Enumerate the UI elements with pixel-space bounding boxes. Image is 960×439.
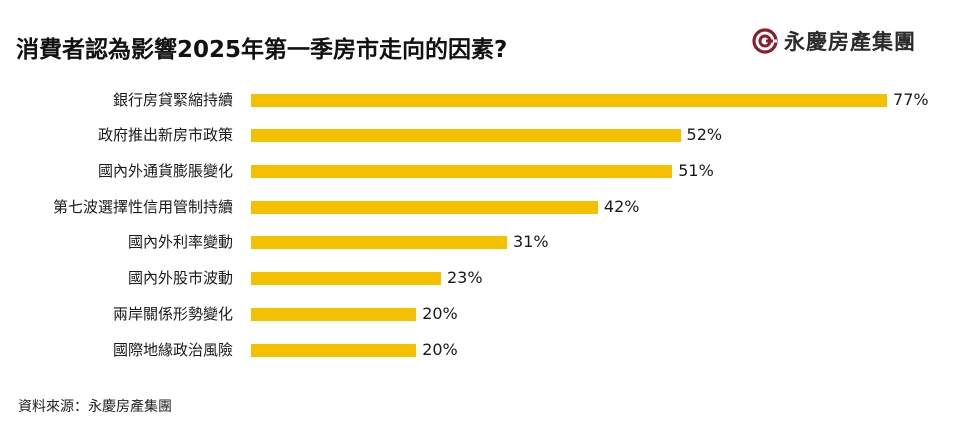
value-label: 42% (603, 197, 640, 216)
bar (251, 236, 508, 249)
data-source-note: 資料來源：永慶房產集團 (18, 399, 172, 415)
value-label: 23% (446, 268, 483, 287)
bar (251, 165, 673, 178)
brand-logo-icon (752, 28, 778, 54)
category-label: 國內外利率變動 (127, 233, 233, 251)
bar-row: 銀行房貸緊縮持續 77% (0, 90, 960, 110)
category-label: 兩岸關係形勢變化 (112, 305, 233, 323)
brand-logo-text: 永慶房產集團 (784, 30, 916, 54)
value-label: 77% (893, 90, 929, 109)
category-label: 國內外通貨膨脹變化 (97, 162, 233, 180)
bar (251, 272, 441, 285)
brand-logo: 永慶房產集團 (752, 26, 916, 56)
value-label: 51% (678, 161, 714, 180)
value-label: 52% (686, 125, 723, 144)
category-label: 銀行房貸緊縮持續 (112, 91, 233, 109)
bar (251, 201, 598, 214)
bar-row: 兩岸關係形勢變化 20% (0, 304, 960, 324)
bar-row: 國內外通貨膨脹變化 51% (0, 161, 960, 181)
bar (251, 129, 681, 142)
value-label: 31% (513, 232, 549, 251)
bar (251, 94, 888, 107)
bar-row: 國際地緣政治風險 20% (0, 340, 960, 360)
category-label: 政府推出新房市政策 (97, 126, 233, 144)
value-label: 20% (422, 304, 458, 323)
bar-row: 政府推出新房市政策 52% (0, 125, 960, 145)
category-label: 第七波選擇性信用管制持續 (52, 198, 233, 216)
chart-title: 消費者認為影響2025年第一季房市走向的因素? (16, 37, 508, 63)
bar (251, 344, 417, 357)
bar-row: 國內外利率變動 31% (0, 232, 960, 252)
category-label: 國內外股市波動 (127, 269, 233, 287)
bar-row: 第七波選擇性信用管制持續 42% (0, 197, 960, 217)
value-label: 20% (422, 340, 458, 359)
bar-row: 國內外股市波動 23% (0, 268, 960, 288)
bar (251, 308, 417, 321)
category-label: 國際地緣政治風險 (112, 341, 233, 359)
